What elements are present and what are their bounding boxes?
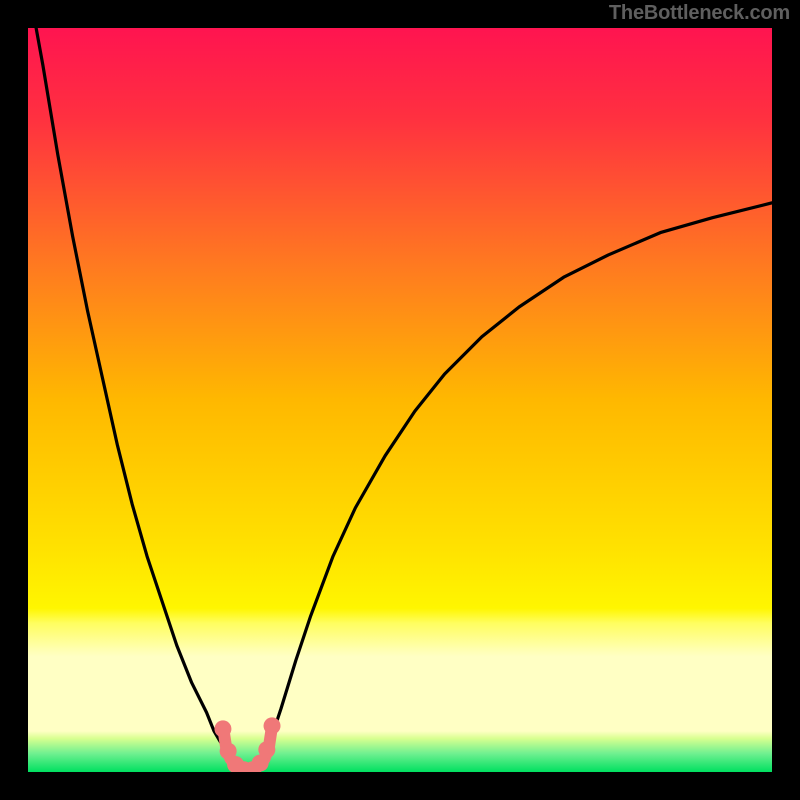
u-shape-marker xyxy=(258,741,275,758)
u-shape-marker xyxy=(264,717,281,734)
u-shape-marker xyxy=(214,720,231,737)
chart-svg xyxy=(28,28,772,772)
plot-area xyxy=(28,28,772,772)
watermark-text: TheBottleneck.com xyxy=(609,2,790,25)
gradient-background xyxy=(28,28,772,772)
